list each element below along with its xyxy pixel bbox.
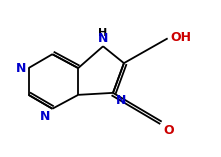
Text: N: N — [40, 110, 50, 123]
Text: N: N — [16, 62, 27, 75]
Text: H: H — [98, 28, 108, 38]
Text: O: O — [164, 124, 174, 137]
Text: N: N — [98, 32, 108, 45]
Text: N: N — [116, 94, 126, 107]
Text: OH: OH — [171, 31, 192, 44]
